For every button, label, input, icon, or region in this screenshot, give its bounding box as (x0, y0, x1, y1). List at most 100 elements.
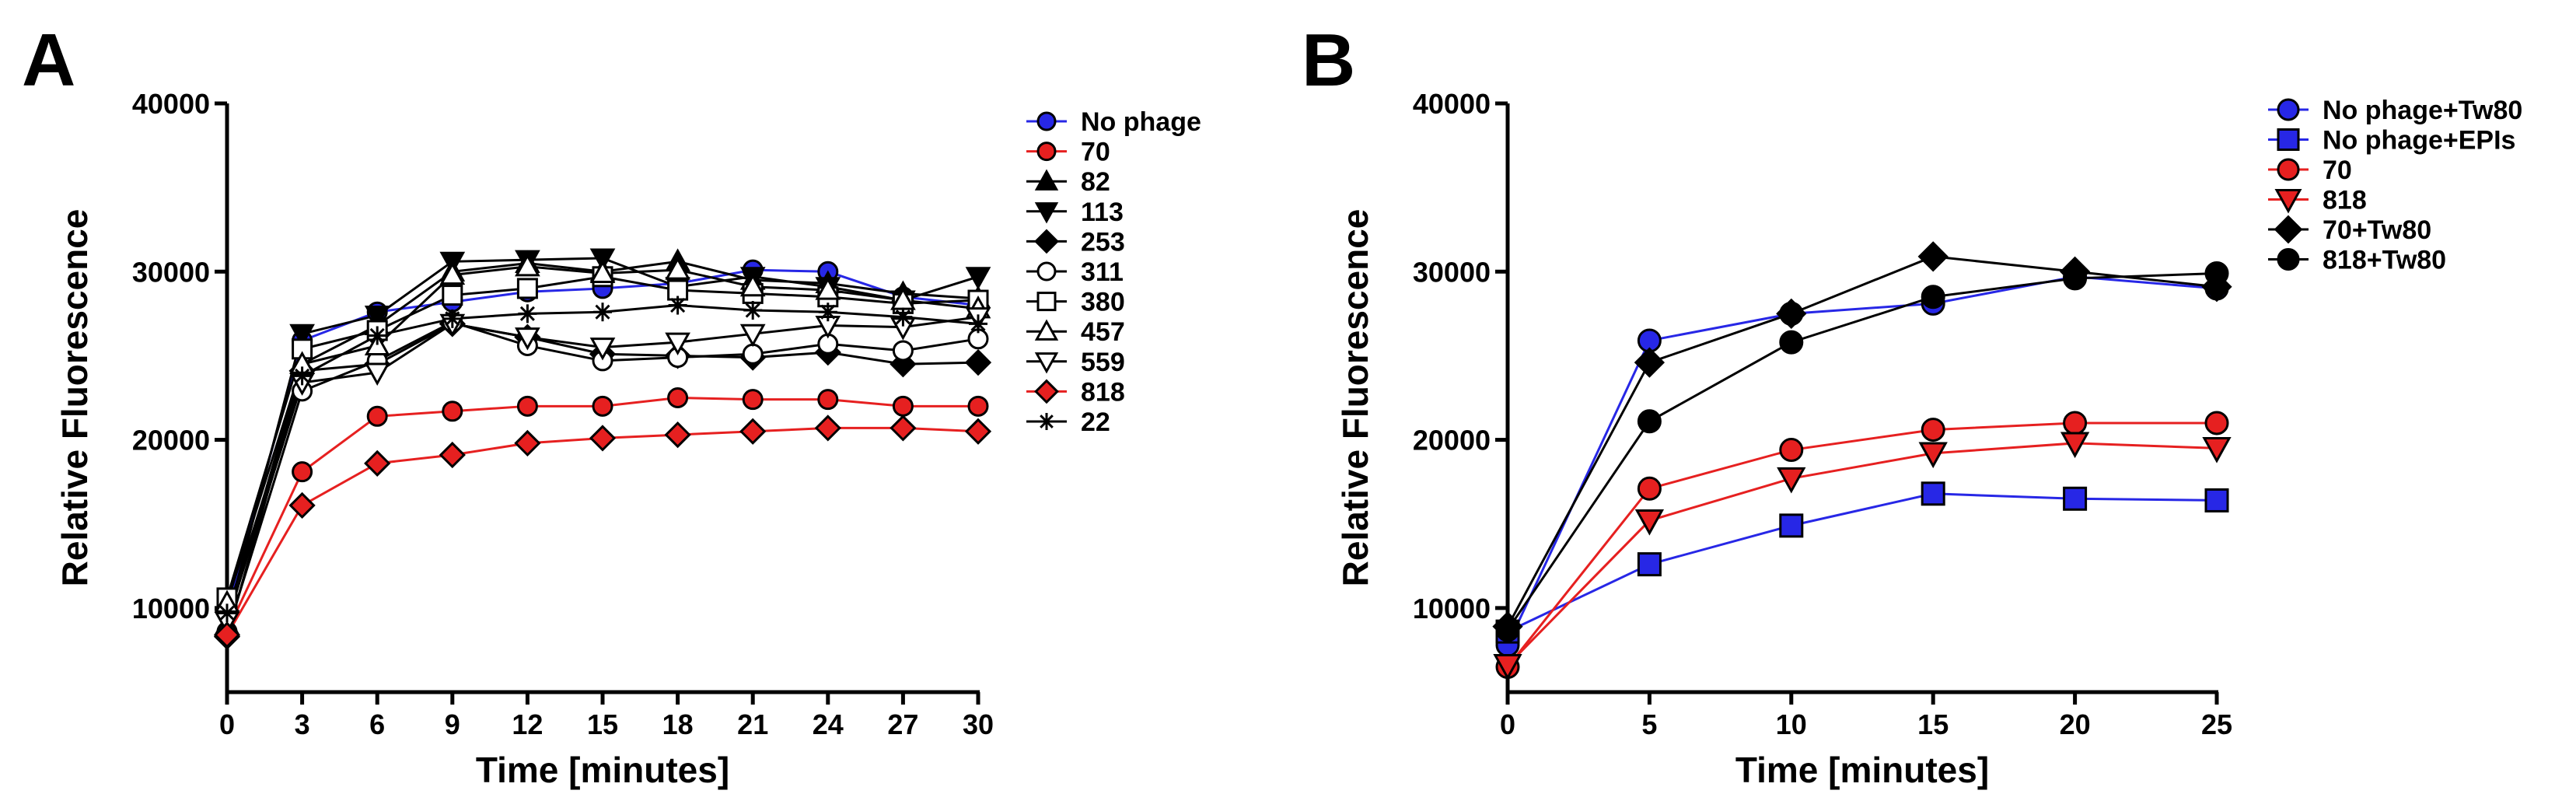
chart-a-y-tick-label: 30000 (132, 256, 210, 288)
legend-marker-no-phage-tw80 (2277, 98, 2300, 121)
point-70 (967, 395, 989, 417)
chart-a-x-tick-label: 24 (813, 708, 844, 740)
point-818 (2060, 432, 2090, 459)
point-113 (589, 248, 616, 271)
point-22 (593, 303, 612, 322)
legend-label-818: 818 (1081, 377, 1125, 407)
legend-label-559: 559 (1081, 348, 1125, 377)
point-70-tw80 (1917, 241, 1949, 272)
legend-label-380: 380 (1081, 288, 1125, 317)
legend-label-no-phage-tw80: No phage+Tw80 (2323, 96, 2522, 125)
chart-b-x-tick-label: 20 (2060, 708, 2091, 740)
legend-label-no-phage: No phage (1081, 107, 1201, 137)
point-818-tw80 (2204, 261, 2229, 285)
point-70 (366, 405, 388, 427)
legend-marker-70-tw80 (2274, 215, 2303, 244)
legend-marker-559 (1034, 352, 1059, 374)
point-559 (515, 327, 540, 351)
legend-marker-818 (2274, 189, 2302, 214)
point-559 (589, 338, 616, 361)
series-line-818-tw80 (1506, 271, 2218, 631)
point-70 (516, 395, 538, 417)
legend-marker-no-phage-epis (2277, 128, 2300, 151)
chart-a-x-tick-label: 9 (445, 708, 460, 740)
series-line-no-phage-tw80 (1506, 275, 2218, 646)
point-559 (665, 332, 690, 356)
legend-label-70: 70 (1081, 138, 1110, 167)
point-70 (1921, 418, 1945, 442)
legend-label-70-tw80: 70+Tw80 (2323, 215, 2431, 245)
legend-label-457: 457 (1081, 317, 1125, 347)
point-311 (742, 343, 764, 365)
legend-label-113: 113 (1081, 198, 1124, 227)
point-70 (892, 395, 914, 417)
point-818 (814, 414, 841, 442)
legend-marker-82 (1034, 169, 1059, 191)
chart-b-y-axis-title: Relative Fluorescence (1335, 209, 1375, 587)
point-70 (592, 395, 613, 417)
point-818-tw80 (1779, 330, 1804, 355)
chart-b-x-tick-label: 15 (1917, 708, 1949, 740)
legend-label-no-phage-epis: No phage+EPIs (2323, 126, 2515, 156)
legend-label-22: 22 (1081, 407, 1110, 437)
point-22 (518, 304, 537, 324)
point-22 (969, 314, 987, 334)
point-70-tw80 (1634, 347, 1665, 378)
point-22 (292, 366, 312, 386)
point-818-tw80 (1921, 285, 1945, 310)
point-253 (964, 348, 992, 376)
point-559 (364, 362, 390, 386)
point-113 (289, 324, 315, 348)
chart-a-x-tick-label: 18 (662, 708, 694, 740)
legend-marker-457 (1034, 319, 1059, 341)
panel-letter-a: A (22, 19, 75, 102)
point-818 (1918, 442, 1948, 469)
point-no-phage-epis (1637, 552, 1662, 577)
chart-a-x-tick-label: 0 (219, 708, 235, 740)
point-70 (2204, 411, 2229, 435)
chart-b-series-markers (1492, 241, 2232, 680)
point-70 (1637, 476, 1662, 501)
point-70 (667, 387, 689, 408)
point-818 (664, 421, 691, 449)
point-457 (439, 261, 466, 285)
chart-a-x-tick-label: 27 (887, 708, 918, 740)
point-22 (668, 296, 687, 315)
series-line-70 (1506, 421, 2217, 668)
legend-label-253: 253 (1081, 227, 1125, 257)
point-818 (589, 425, 617, 452)
chart-b-y-tick-label: 10000 (1413, 593, 1491, 624)
point-457 (515, 253, 540, 277)
legend-marker-818 (1034, 379, 1059, 404)
point-22 (218, 603, 236, 623)
point-559 (739, 324, 766, 348)
point-70 (817, 389, 839, 411)
legend-marker-113 (1034, 202, 1059, 224)
panel-letter-b: B (1302, 19, 1355, 102)
series-line-no-phage-epis (1507, 492, 2218, 633)
point-818-tw80 (1495, 617, 1520, 642)
legend-marker-70 (1036, 142, 1057, 162)
point-818 (1634, 509, 1665, 536)
point-457 (589, 260, 616, 283)
point-70 (1779, 438, 1804, 463)
point-818 (514, 429, 541, 457)
legend-label-70: 70 (2323, 156, 2352, 185)
chart-a-x-tick-label: 3 (295, 708, 310, 740)
point-no-phage-epis (2204, 488, 2229, 512)
chart-a-x-tick-label: 15 (587, 708, 618, 740)
point-818 (1493, 654, 1522, 680)
point-22 (368, 326, 387, 345)
point-818 (1777, 467, 1806, 494)
chart-b: B 10000 20000 30000 40000 0 5 10 15 20 25 Time [mi… (1302, 19, 2522, 790)
point-no-phage-epis (1921, 481, 1945, 506)
chart-a-x-tick-label: 30 (963, 708, 994, 740)
legend-marker-380 (1036, 292, 1057, 312)
point-no-phage-epis (1779, 513, 1804, 538)
legend-marker-22 (1038, 413, 1055, 430)
point-22 (743, 301, 763, 320)
series-line-818 (1506, 442, 2218, 666)
point-22 (893, 307, 913, 327)
point-818 (213, 621, 241, 649)
